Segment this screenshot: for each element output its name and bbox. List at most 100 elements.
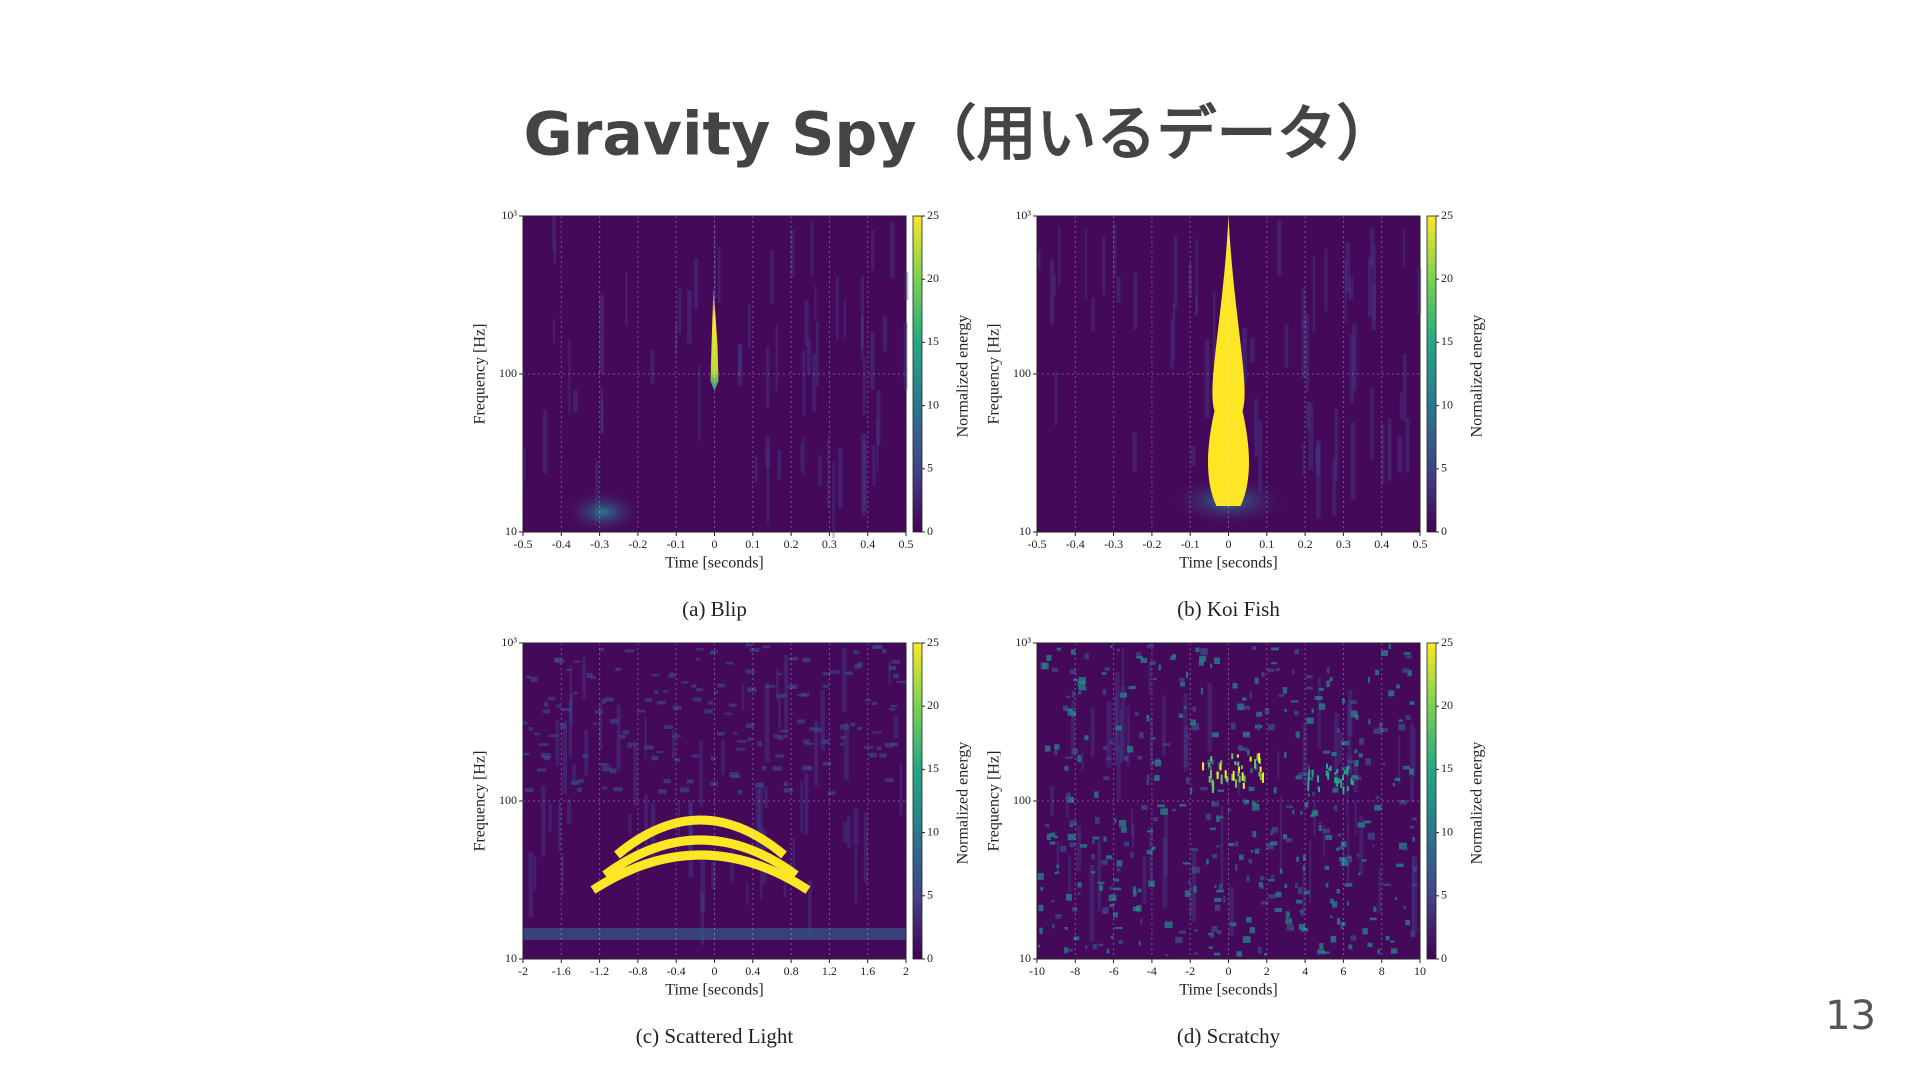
texture [1046,654,1052,662]
texture [829,670,840,674]
texture [1332,459,1337,516]
texture [1409,701,1415,705]
colorbar-tick-label: 25 [927,208,939,222]
texture [1250,850,1254,853]
texture [549,734,559,737]
texture [1237,761,1240,767]
texture [1296,899,1303,904]
texture [745,723,754,728]
texture [656,700,666,705]
texture [668,673,676,678]
texture [1254,677,1259,684]
texture [1323,824,1326,858]
texture [632,742,638,746]
texture [1291,700,1299,703]
texture [860,275,864,350]
texture [1292,809,1295,815]
texture [757,741,763,747]
texture [1269,841,1278,846]
texture [1390,948,1398,954]
texture [891,742,899,747]
texture [1065,756,1073,759]
texture [1066,792,1071,799]
texture [1162,743,1171,746]
texture [523,752,530,756]
texture [765,685,775,688]
texture [812,353,817,412]
texture [1067,833,1076,841]
texture [1325,883,1329,888]
colorbar-tick-label: 10 [1441,824,1453,838]
texture [622,730,630,735]
x-tick-label: 0.3 [822,537,837,551]
texture [1373,245,1376,321]
texture [1116,746,1121,800]
texture [1286,924,1294,931]
texture [1341,740,1350,746]
texture [814,720,819,786]
texture [1251,830,1254,838]
texture [850,722,856,727]
texture [1220,806,1224,885]
texture [1162,837,1168,909]
texture [1326,771,1329,777]
texture [717,246,721,304]
texture [1146,774,1150,781]
texture [1329,765,1332,772]
texture [1346,786,1349,792]
x-tick-label: 0 [1226,537,1232,551]
texture [707,701,713,705]
texture [561,708,571,712]
texture [675,321,678,356]
texture [1294,710,1299,716]
x-tick-label: -0.5 [514,537,533,551]
x-tick-label: 8 [1379,964,1385,978]
texture [775,754,785,758]
texture [1220,774,1223,785]
texture [1308,402,1314,470]
texture [783,734,788,738]
chart-caption: (b) Koi Fish [1177,597,1280,621]
texture [1218,816,1224,819]
texture [820,689,825,751]
texture [892,659,900,664]
texture [1383,761,1386,765]
texture [691,684,697,688]
texture [1132,906,1140,912]
texture [534,732,540,736]
texture [1217,789,1225,792]
texture [1332,901,1338,908]
texture [1261,671,1265,677]
texture [1332,788,1339,793]
texture [1334,777,1337,783]
texture [1069,820,1077,826]
texture [1225,777,1228,781]
texture [1066,893,1073,901]
texture [1073,936,1080,941]
texture [670,672,675,675]
texture [1377,948,1381,955]
texture [1205,813,1212,821]
texture [633,745,638,807]
texture [762,645,770,649]
texture [843,728,849,781]
texture [523,721,528,725]
texture [1228,842,1235,847]
texture [1402,230,1405,266]
texture [1338,731,1343,763]
texture [700,892,705,946]
texture [738,344,743,386]
texture [1339,857,1347,862]
texture [610,768,617,774]
texture [543,701,549,707]
x-tick-label: -0.4 [1066,537,1085,551]
texture [1138,940,1141,946]
texture [637,709,646,713]
texture [1113,912,1118,918]
texture [882,316,887,352]
texture [1337,833,1342,837]
texture [1346,760,1355,764]
y-tick-label: 10 [505,524,517,538]
texture [1239,747,1248,751]
texture [1336,727,1340,733]
